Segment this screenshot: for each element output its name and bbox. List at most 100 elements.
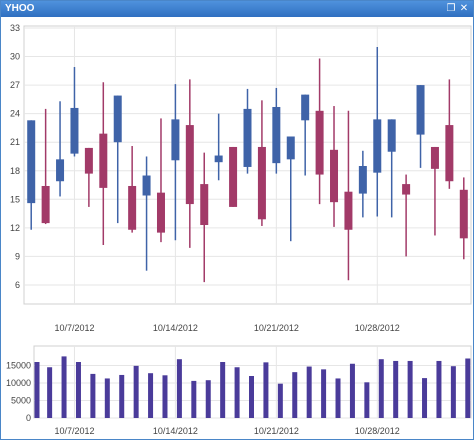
volume-bar [292, 372, 298, 418]
x-tick-label: 10/14/2012 [153, 323, 198, 333]
x-tick-label: 10/7/2012 [54, 323, 94, 333]
close-icon[interactable]: ✕ [459, 3, 469, 14]
x-tick-label: 10/21/2012 [254, 426, 299, 436]
volume-bar-chart: 0 5000 10000 15000 10/7/2012 10/14/2012 10/21/… [6, 345, 472, 436]
volume-bar [47, 367, 53, 418]
volume-bar [364, 382, 370, 418]
candle-body [70, 107, 79, 154]
y-tick-label: 6 [15, 280, 20, 290]
candle-body [445, 125, 454, 182]
candle [171, 84, 180, 241]
title-bar: YHOO ❐ ✕ [1, 1, 473, 17]
candle-body [402, 184, 411, 195]
candle [113, 95, 122, 224]
volume-bar [148, 373, 154, 418]
candle-body [459, 189, 468, 239]
x-tick-label: 10/7/2012 [54, 426, 94, 436]
candle [185, 79, 194, 248]
candle-body [56, 159, 65, 182]
volume-bar [234, 367, 240, 418]
candle-body [430, 146, 439, 169]
x-tick-label: 10/14/2012 [153, 426, 198, 436]
candle [56, 101, 65, 197]
candle-body [156, 192, 165, 233]
candle [142, 156, 151, 271]
volume-bar [61, 356, 67, 418]
volume-bar [162, 375, 168, 418]
volume-bar [321, 369, 327, 418]
volume-bar [75, 362, 81, 418]
candle [402, 174, 411, 257]
candle-body [128, 185, 137, 230]
candle [387, 119, 396, 218]
x-tick-label: 10/28/2012 [355, 323, 400, 333]
candle-body [142, 175, 151, 196]
volume-bar [422, 378, 428, 418]
candle [128, 146, 137, 233]
candle [358, 150, 367, 218]
candle [286, 136, 295, 242]
candle [430, 146, 439, 236]
candle-body [344, 191, 353, 230]
y-tick-label: 12 [10, 223, 20, 233]
volume-bar [378, 359, 384, 418]
volume-bar [335, 378, 341, 418]
candle-body [373, 119, 382, 173]
candle [257, 100, 266, 226]
candle [84, 147, 93, 207]
candle [330, 106, 339, 227]
candle-body [330, 149, 339, 203]
volume-bar [349, 363, 355, 418]
candle-body [416, 85, 425, 135]
x-tick-label: 10/28/2012 [355, 426, 400, 436]
candle [156, 118, 165, 243]
volume-bar [104, 378, 110, 418]
candle-body [171, 119, 180, 161]
y-tick-label: 18 [10, 166, 20, 176]
candle [301, 94, 310, 176]
candle [99, 82, 108, 245]
volume-bar [133, 365, 139, 418]
candle [416, 85, 425, 168]
y-tick-label: 33 [10, 23, 20, 33]
y-tick-label: 0 [26, 413, 31, 423]
volume-bar [436, 360, 442, 418]
candle-body [301, 94, 310, 121]
candle [41, 108, 50, 225]
window-title: YHOO [5, 3, 35, 14]
candle-body [358, 166, 367, 194]
y-tick-label: 27 [10, 80, 20, 90]
candle [459, 177, 468, 260]
candle-body [113, 95, 122, 143]
y-tick-label: 24 [10, 109, 20, 119]
candle-body [41, 185, 50, 224]
candle [70, 67, 79, 157]
candle [373, 47, 382, 217]
candle-body [185, 125, 194, 205]
restore-icon[interactable]: ❐ [446, 3, 456, 14]
candle [272, 87, 281, 174]
candle-body [315, 110, 324, 175]
candle [315, 58, 324, 205]
candle [214, 113, 223, 181]
y-tick-label: 10000 [6, 378, 31, 388]
candle-body [257, 146, 266, 220]
candle [243, 88, 252, 174]
volume-bar [277, 383, 283, 418]
volume-bar [393, 360, 399, 418]
candle-body [214, 155, 223, 163]
y-tick-label: 30 [10, 52, 20, 62]
price-candlestick-chart: 6 9 12 15 18 21 24 27 30 33 10/7/2012 10/14/2012 10/… [10, 23, 472, 333]
y-tick-label: 5000 [11, 396, 31, 406]
candle-body [229, 146, 238, 207]
volume-bar [119, 374, 125, 418]
x-tick-label: 10/21/2012 [254, 323, 299, 333]
candle [344, 110, 353, 281]
volume-bar [450, 366, 456, 418]
candle-body [243, 108, 252, 167]
candle-body [99, 133, 108, 188]
volume-bar [465, 358, 471, 418]
candle [445, 79, 454, 189]
candle [200, 152, 209, 283]
